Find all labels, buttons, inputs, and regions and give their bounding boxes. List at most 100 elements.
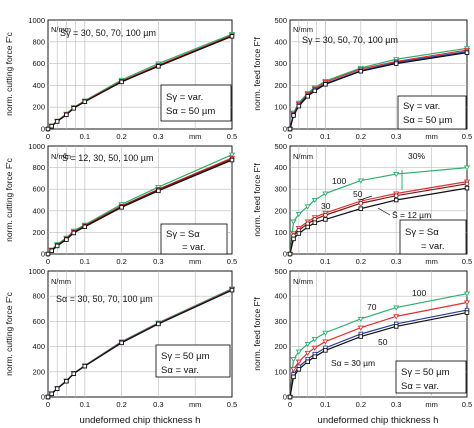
x-axis-label-right: undeformed chip thickness h <box>318 415 439 426</box>
data-point <box>229 34 235 39</box>
x-tick-label: 0.1 <box>80 400 90 409</box>
series-label: 70 <box>367 302 377 312</box>
y-unit-label: N/mm <box>293 152 313 161</box>
x-tick-label: 0.3 <box>391 257 401 266</box>
x-tick-label: 0.3 <box>153 132 163 141</box>
x-tick-label: 0 <box>46 400 50 409</box>
data-point <box>323 82 328 87</box>
data-point <box>45 394 51 400</box>
data-point <box>45 126 51 132</box>
y-tick-label: 200 <box>32 367 45 376</box>
y-axis-label-1: norm. feed force F'f <box>252 37 262 111</box>
x-tick-label: 0.2 <box>116 132 126 141</box>
y-tick-label: 0 <box>283 250 287 259</box>
data-point <box>357 316 364 322</box>
x-axis-label-left: undeformed chip thickness h <box>80 415 201 426</box>
legend-box-3: Sγ = Sα = var. <box>399 219 467 255</box>
legend-line: Sγ = 50 µm <box>401 367 450 378</box>
data-point <box>305 224 310 230</box>
data-point <box>393 314 400 320</box>
x-tick-label: mm <box>189 257 202 266</box>
y-tick-label: 0 <box>283 125 287 134</box>
annotation-1: Sγ = 30, 50, 70, 100 µm <box>302 35 398 45</box>
panel-5: 0 100 200 300 400 500 N/mm 0 0.1 0.2 0.3 mm 0.5 <box>274 267 472 409</box>
series-label: 100 <box>332 176 346 186</box>
data-point <box>322 191 329 197</box>
x-tick-label: 0.2 <box>356 400 366 409</box>
y-tick-label: 400 <box>32 81 45 90</box>
panel-frame <box>289 145 468 255</box>
data-point <box>323 217 328 222</box>
panel-1: 0 100 200 300 400 500 N/mm 0 0.1 0.2 0.3 mm 0.5 <box>274 16 472 141</box>
y-axis-label-0: norm. cutting force F'c <box>4 31 14 116</box>
data-point <box>311 197 318 204</box>
x-tick-label: mm <box>425 400 438 409</box>
y-tick-label: 200 <box>32 228 45 237</box>
data-point <box>295 211 302 218</box>
x-tick-label: mm <box>425 132 438 141</box>
data-point <box>322 330 329 336</box>
data-point <box>311 336 318 343</box>
data-point <box>464 181 470 187</box>
annotation-2: S̄ = 12, 30, 50, 100 µm <box>62 153 154 163</box>
y-tick-label: 200 <box>274 342 287 351</box>
series-label: 30 <box>321 201 331 211</box>
label-leader <box>359 195 373 201</box>
y-tick-label: 400 <box>274 37 287 46</box>
y-unit-label: N/mm <box>293 25 313 34</box>
data-point <box>156 321 161 327</box>
data-point <box>393 61 399 66</box>
legend-line: Sγ = Sα <box>166 229 200 240</box>
x-tick-label: 0.1 <box>80 132 90 141</box>
x-tick-label: 0.3 <box>391 400 401 409</box>
y-tick-label: 0 <box>41 250 45 259</box>
data-point <box>229 287 235 293</box>
x-tick-label: 0.1 <box>320 257 330 266</box>
data-point <box>82 363 88 369</box>
data-point <box>393 324 399 329</box>
data-point <box>323 212 328 218</box>
annotation-4: Sα = 30, 50, 70, 100 µm <box>56 294 153 304</box>
legend-line: Sα = 50 µm <box>403 115 452 126</box>
legend-line: Sγ = var. <box>166 92 203 103</box>
x-tick-label: 0.5 <box>462 400 472 409</box>
data-point <box>358 206 364 211</box>
y-tick-label: 400 <box>274 163 287 172</box>
legend-line: = var. <box>421 241 445 252</box>
data-point <box>358 334 364 339</box>
data-point <box>156 64 161 69</box>
data-point <box>290 219 297 225</box>
x-tick-label: 0.1 <box>320 400 330 409</box>
panel-frame <box>47 19 233 130</box>
data-point <box>287 126 293 132</box>
x-tick-label: 0.3 <box>153 400 163 409</box>
data-point <box>304 204 311 210</box>
data-point <box>49 123 54 129</box>
y-tick-label: 300 <box>274 59 287 68</box>
x-tick-label: 0 <box>288 132 292 141</box>
data-point <box>82 99 88 104</box>
data-point <box>393 172 400 178</box>
data-point <box>287 251 293 257</box>
data-point <box>312 88 318 94</box>
x-tick-label: 0.5 <box>462 132 472 141</box>
data-point <box>296 367 302 372</box>
data-point <box>54 119 60 124</box>
data-point <box>393 305 400 311</box>
y-tick-label: 0 <box>41 125 45 134</box>
y-tick-label: 800 <box>32 292 45 301</box>
y-tick-label: 300 <box>274 185 287 194</box>
series-label: 50 <box>378 337 388 347</box>
data-point <box>312 354 318 359</box>
data-point <box>119 79 124 85</box>
data-point <box>463 291 471 297</box>
x-tick-label: 0.2 <box>116 257 126 266</box>
x-tick-label: mm <box>425 257 438 266</box>
data-point <box>322 339 329 345</box>
data-point <box>304 342 311 348</box>
series-label: S̄ = 12 µm <box>392 210 431 220</box>
data-point <box>119 340 124 346</box>
data-point <box>291 113 296 118</box>
y-tick-label: 100 <box>274 367 287 376</box>
